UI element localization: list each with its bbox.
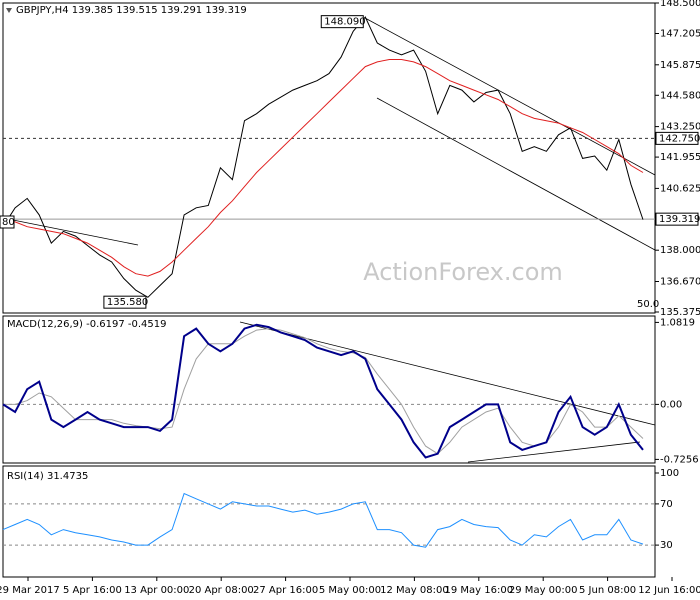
series-line: [2, 16, 644, 298]
y-tick-label: 100: [660, 468, 679, 479]
x-tick-label: 29 May 00:00: [509, 585, 578, 596]
panel-frame: [2, 465, 656, 578]
note-box: [0, 215, 15, 229]
macd-trend-top: [239, 321, 656, 426]
channel-top: [364, 17, 656, 176]
trend-line: [2, 217, 139, 246]
y-tick-label: 147.205: [660, 28, 700, 39]
y-tick-label: 135.375: [660, 307, 700, 318]
x-tick-label: 13 Apr 00:00: [124, 585, 189, 596]
y-tick-label: 145.875: [660, 60, 700, 71]
x-tick-label: 5 May 00:00: [319, 585, 381, 596]
level-label: 139.319: [659, 214, 700, 225]
x-tick-label: 20 Apr 08:00: [189, 585, 254, 596]
y-tick-label: 1.0819: [660, 317, 695, 328]
y-tick-label: 138.000: [660, 245, 700, 256]
level-label: 142.750: [659, 133, 700, 144]
macd-trend-bottom: [467, 441, 641, 463]
note: 80: [2, 217, 15, 228]
y-tick-label: 140.625: [660, 183, 700, 194]
x-tick-label: 12 Jun 16:00: [638, 585, 700, 596]
series-line: [2, 492, 644, 548]
annotation: 135.580: [107, 297, 148, 308]
series-line: [2, 323, 644, 459]
panel-title: RSI(14) 31.4735: [7, 471, 88, 482]
x-tick-label: 5 Jun 08:00: [579, 585, 636, 596]
y-tick-label: 144.580: [660, 90, 700, 101]
annotation-box: [103, 295, 147, 309]
x-tick-label: 12 May 08:00: [380, 585, 449, 596]
y-tick-label: 0.00: [660, 399, 682, 410]
series-line: [2, 59, 644, 277]
x-tick-label: 29 Mar 2017: [0, 585, 60, 596]
y-tick-label: 30: [660, 540, 673, 551]
panel-title: GBPJPY,H4 139.385 139.515 139.291 139.31…: [16, 5, 247, 16]
channel-bottom: [376, 97, 656, 251]
note: 50.0: [637, 299, 659, 310]
level-box: [655, 131, 699, 145]
watermark: ActionForex.com: [363, 258, 563, 286]
y-tick-label: 136.670: [660, 277, 700, 288]
annotation-box: [320, 15, 364, 29]
y-tick-label: -0.7256: [660, 454, 699, 465]
annotation: 148.090: [324, 17, 365, 28]
y-tick-label: 141.955: [660, 152, 700, 163]
y-tick-label: 148.500: [660, 0, 700, 9]
level-box: [655, 212, 699, 226]
x-tick-label: 5 Apr 16:00: [63, 585, 122, 596]
x-tick-label: 27 Apr 16:00: [253, 585, 318, 596]
panel-frame: [2, 2, 656, 314]
symbol-icon: [6, 8, 12, 13]
panel-title: MACD(12,26,9) -0.6197 -0.4519: [7, 319, 167, 330]
y-tick-label: 70: [660, 499, 673, 510]
y-tick-label: 143.250: [660, 122, 700, 133]
x-tick-label: 19 May 16:00: [445, 585, 514, 596]
panel-frame: [2, 315, 656, 464]
